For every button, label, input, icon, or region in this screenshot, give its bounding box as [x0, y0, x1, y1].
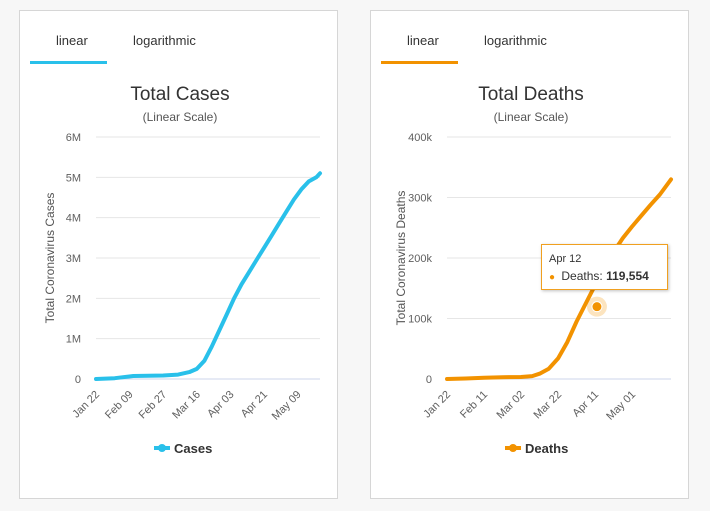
- chart-title: Total Deaths: [478, 84, 584, 105]
- tab-linear[interactable]: linear: [56, 33, 88, 48]
- y-tick-label: 0: [426, 374, 432, 386]
- scale-tabs: linear logarithmic: [371, 11, 688, 65]
- tooltip-series-name: Deaths: [561, 269, 600, 283]
- y-tick-label: 2M: [66, 293, 81, 305]
- active-tab-indicator: [381, 61, 458, 64]
- active-tab-indicator: [30, 61, 107, 64]
- y-tick-label: 300k: [408, 193, 432, 205]
- tooltip-value: 119,554: [606, 269, 649, 283]
- y-axis-label: Total Coronavirus Deaths: [394, 191, 408, 326]
- x-tick-label: Feb 27: [137, 389, 170, 422]
- y-tick-label: 1M: [66, 334, 81, 346]
- legend-marker-icon: [509, 444, 517, 452]
- chart-subtitle: (Linear Scale): [494, 110, 569, 124]
- tab-logarithmic[interactable]: logarithmic: [133, 33, 196, 48]
- scale-tabs: linear logarithmic: [20, 11, 337, 65]
- y-tick-label: 4M: [66, 213, 81, 225]
- y-tick-label: 400k: [408, 132, 432, 144]
- chart-title: Total Cases: [130, 84, 229, 105]
- hover-point: [591, 301, 603, 313]
- chart-subtitle: (Linear Scale): [143, 110, 218, 124]
- x-tick-label: Jan 22: [70, 389, 102, 421]
- legend-item: Cases: [174, 441, 212, 456]
- legend-item: Deaths: [525, 441, 568, 456]
- x-tick-label: Mar 22: [531, 389, 564, 422]
- x-tick-label: May 09: [270, 389, 304, 423]
- series-line-deaths: [445, 177, 673, 381]
- tooltip-series-marker-icon: ●: [549, 272, 556, 283]
- series-line-cases: [94, 171, 322, 381]
- tooltip-date: Apr 12: [549, 253, 582, 265]
- tab-linear[interactable]: linear: [407, 33, 439, 48]
- total-deaths-panel: linear logarithmic Total Deaths (Linear S…: [370, 10, 689, 499]
- total-deaths-chart: Total Deaths (Linear Scale) 0 100k 200k 300k 4…: [394, 84, 673, 456]
- x-tick-label: Jan 22: [421, 389, 453, 421]
- y-axis-label: Total Coronavirus Cases: [43, 193, 57, 324]
- legend-marker-icon: [158, 444, 166, 452]
- x-tick-label: May 01: [604, 389, 638, 423]
- x-tick-label: Feb 09: [103, 389, 136, 422]
- x-tick-label: Mar 16: [170, 389, 203, 422]
- chart-tooltip: Apr 12 ● Deaths: 119,554: [541, 244, 668, 290]
- y-tick-label: 0: [75, 374, 81, 386]
- x-tick-label: Apr 11: [570, 389, 601, 420]
- y-tick-label: 6M: [66, 132, 81, 144]
- y-tick-label: 3M: [66, 253, 81, 265]
- total-cases-chart: Total Cases (Linear Scale) 0 1M 2M 3M 4M 5M 6M To…: [43, 84, 322, 456]
- y-tick-label: 200k: [408, 253, 432, 265]
- x-tick-label: Apr 03: [205, 389, 236, 420]
- tab-logarithmic[interactable]: logarithmic: [484, 33, 547, 48]
- total-cases-panel: linear logarithmic Total Cases (Linear Sc…: [19, 10, 338, 499]
- y-tick-label: 5M: [66, 172, 81, 184]
- y-tick-label: 100k: [408, 314, 432, 326]
- x-tick-label: Feb 11: [458, 389, 490, 421]
- x-tick-label: Mar 02: [494, 389, 527, 422]
- x-tick-label: Apr 21: [239, 389, 270, 420]
